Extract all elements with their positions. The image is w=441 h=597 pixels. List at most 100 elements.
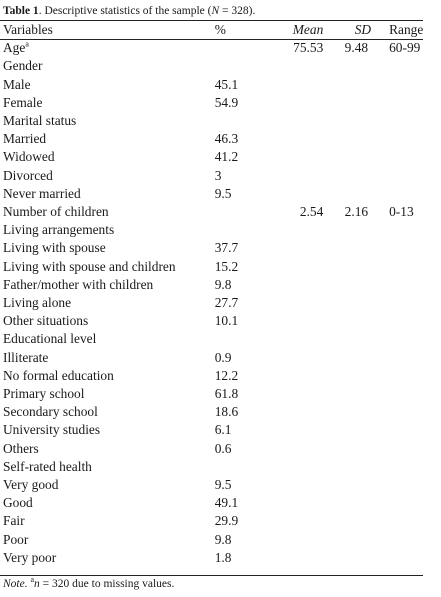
- cell-mean: [276, 185, 323, 203]
- cell-percent: 45.1: [214, 76, 239, 92]
- variable-label: Good: [3, 495, 33, 511]
- cell-percent: 6.1: [214, 422, 232, 438]
- cell-variable: Female: [0, 94, 215, 112]
- variable-label: Very good: [3, 477, 59, 493]
- cell-range: [371, 239, 441, 257]
- note-label: Note.: [3, 578, 28, 590]
- cell-mean: [276, 258, 323, 276]
- variable-label: Living with spouse: [3, 240, 106, 256]
- table-row: No formal education 12.2: [0, 367, 441, 385]
- cell-percent: 9.8: [214, 276, 232, 292]
- note-n-symbol: n: [34, 578, 40, 590]
- cell-variable: No formal education: [0, 367, 215, 385]
- cell-percent: [215, 458, 277, 476]
- cell-mean: [276, 512, 323, 530]
- table-row: Others 0.6: [0, 440, 441, 458]
- cell-variable: Gender: [0, 57, 215, 75]
- cell-percent: 12.2: [214, 367, 239, 383]
- table-row: Very poor 1.8: [0, 549, 441, 567]
- cell-mean: [276, 294, 323, 312]
- cell-sd: [323, 458, 371, 476]
- table-row: Living alone 27.7: [0, 294, 441, 312]
- variable-label: Others: [3, 440, 39, 456]
- cell-sd: [323, 167, 371, 185]
- variable-label: Married: [3, 131, 47, 147]
- cell-sd: [323, 76, 371, 94]
- cell-variable: Poor: [0, 531, 215, 549]
- cell-percent: 54.9: [214, 94, 239, 110]
- cell-sd: [323, 221, 371, 239]
- cell-mean: [276, 440, 323, 458]
- cell-range: [371, 276, 441, 294]
- cell-mean: [276, 458, 323, 476]
- cell-range: [371, 185, 441, 203]
- table-row: Illiterate 0.9: [0, 349, 441, 367]
- cell-variable: Educational level: [0, 330, 215, 348]
- cell-mean: [276, 349, 323, 367]
- cell-range: [371, 57, 441, 75]
- cell-variable: Fair: [0, 512, 215, 530]
- variable-label: Widowed: [3, 149, 55, 165]
- cell-percent: 15.2: [214, 258, 239, 274]
- table-row: Gender: [0, 57, 441, 75]
- table-row: Good 49.1: [0, 494, 441, 512]
- table-caption: Table 1. Descriptive statistics of the s…: [3, 4, 255, 18]
- header-range: Range: [389, 22, 424, 37]
- cell-mean: [276, 276, 323, 294]
- cell-sd: 2.16: [344, 204, 369, 220]
- cell-mean: [276, 476, 323, 494]
- cell-mean: [276, 167, 323, 185]
- variable-label: Living alone: [3, 295, 72, 311]
- table-row: Divorced 3: [0, 167, 441, 185]
- variable-label: Self-rated health: [3, 458, 92, 474]
- variable-label: Gender: [3, 58, 43, 74]
- cell-sd: [323, 367, 371, 385]
- cell-mean: [276, 312, 323, 330]
- cell-mean: [276, 148, 323, 166]
- table-row: Male 45.1: [0, 76, 441, 94]
- table-label: Table 1: [3, 5, 39, 17]
- cell-mean: [276, 421, 323, 439]
- cell-range: [371, 385, 441, 403]
- cell-sd: [323, 294, 371, 312]
- cell-sd: [323, 494, 371, 512]
- cell-range: [371, 221, 441, 239]
- table-row: Living arrangements: [0, 221, 441, 239]
- table-row: University studies 6.1: [0, 421, 441, 439]
- cell-percent: 41.2: [214, 149, 239, 165]
- cell-variable: Widowed: [0, 148, 215, 166]
- cell-range: [371, 458, 441, 476]
- cell-percent: [215, 39, 277, 57]
- cell-mean: 2.54: [299, 204, 324, 220]
- cell-percent: 49.1: [214, 495, 239, 511]
- cell-percent: 0.9: [214, 349, 232, 365]
- cell-sd: [323, 312, 371, 330]
- table-row: Female 54.9: [0, 94, 441, 112]
- variable-label: Marital status: [3, 113, 77, 129]
- cell-mean: [276, 112, 323, 130]
- cell-mean: [276, 221, 323, 239]
- cell-range: [371, 130, 441, 148]
- cell-variable: Father/mother with children: [0, 276, 215, 294]
- cell-sd: [323, 549, 371, 567]
- note-text: = 320 due to missing values.: [39, 578, 175, 590]
- table-body: Agea 75.53 9.48 60-99 Gender Male 45.1 Female 54…: [0, 39, 441, 567]
- cell-range: [371, 294, 441, 312]
- cell-variable: Very good: [0, 476, 215, 494]
- variable-label: Male: [3, 76, 31, 92]
- variable-label: University studies: [3, 422, 101, 438]
- cell-sd: [323, 130, 371, 148]
- table-row: Secondary school 18.6: [0, 403, 441, 421]
- variable-label: Female: [3, 94, 43, 110]
- cell-percent: 27.7: [214, 295, 239, 311]
- variable-label: Fair: [3, 513, 25, 529]
- cell-variable: Other situations: [0, 312, 215, 330]
- variable-label: Age: [3, 40, 26, 56]
- variable-label: Primary school: [3, 386, 85, 402]
- cell-mean: [276, 367, 323, 385]
- table-row: Educational level: [0, 330, 441, 348]
- cell-percent: 61.8: [214, 386, 239, 402]
- cell-variable: Good: [0, 494, 215, 512]
- cell-range: [371, 76, 441, 94]
- cell-range: 60-99: [389, 40, 421, 56]
